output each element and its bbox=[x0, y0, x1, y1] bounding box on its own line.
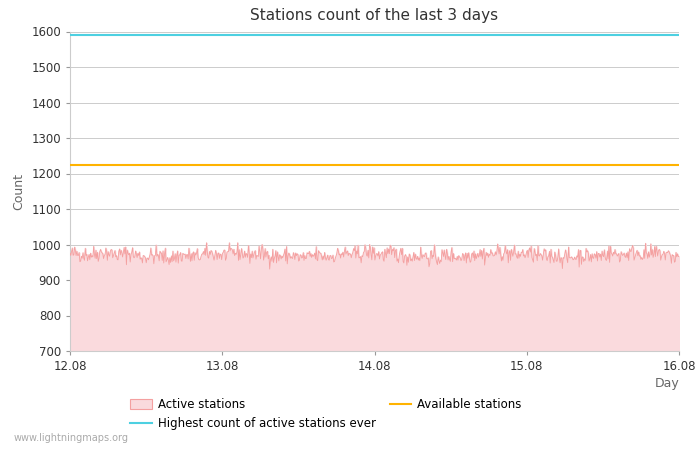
Title: Stations count of the last 3 days: Stations count of the last 3 days bbox=[251, 9, 498, 23]
Text: Day: Day bbox=[654, 377, 679, 390]
Legend: Active stations, Highest count of active stations ever, Available stations: Active stations, Highest count of active… bbox=[130, 398, 522, 430]
Text: www.lightningmaps.org: www.lightningmaps.org bbox=[14, 433, 129, 443]
Y-axis label: Count: Count bbox=[13, 173, 26, 210]
